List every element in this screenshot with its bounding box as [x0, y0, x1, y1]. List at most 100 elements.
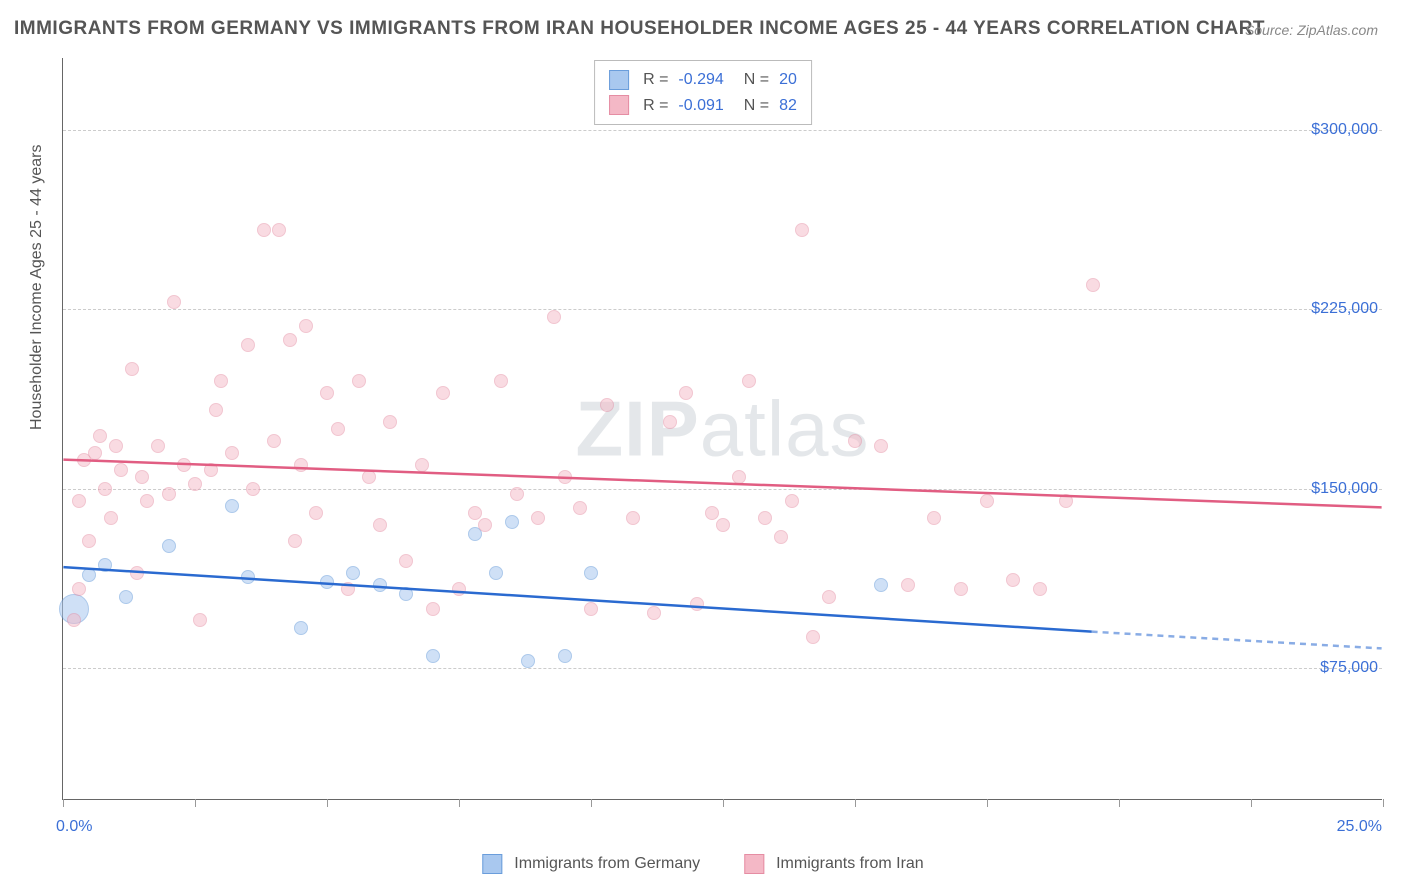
- x-tick: [591, 799, 592, 807]
- x-tick: [1251, 799, 1252, 807]
- data-point-iran: [130, 566, 144, 580]
- data-point-iran: [98, 482, 112, 496]
- data-point-iran: [299, 319, 313, 333]
- trend-line-germany: [63, 567, 1091, 632]
- y-axis-title: Householder Income Ages 25 - 44 years: [28, 145, 46, 431]
- data-point-iran: [225, 446, 239, 460]
- n-value-iran: 82: [779, 93, 797, 119]
- data-point-iran: [72, 494, 86, 508]
- swatch-germany-icon: [482, 854, 502, 874]
- data-point-iran: [494, 374, 508, 388]
- r-value-iran: -0.091: [678, 93, 723, 119]
- series-legend: Immigrants from Germany Immigrants from …: [482, 854, 923, 874]
- data-point-iran: [257, 223, 271, 237]
- chart-title: IMMIGRANTS FROM GERMANY VS IMMIGRANTS FR…: [14, 18, 1265, 40]
- watermark: ZIPatlas: [575, 383, 869, 474]
- n-label: N =: [744, 93, 769, 119]
- legend-row-germany: R = -0.294 N = 20: [609, 67, 797, 93]
- data-point-iran: [294, 458, 308, 472]
- data-point-iran: [1059, 494, 1073, 508]
- data-point-iran: [663, 415, 677, 429]
- data-point-iran: [774, 530, 788, 544]
- n-label: N =: [744, 67, 769, 93]
- data-point-germany: [505, 515, 519, 529]
- data-point-iran: [72, 582, 86, 596]
- data-point-iran: [874, 439, 888, 453]
- watermark-light: atlas: [700, 384, 870, 472]
- data-point-germany: [426, 649, 440, 663]
- data-point-iran: [267, 434, 281, 448]
- trend-line-ext-germany: [1092, 632, 1382, 649]
- data-point-germany: [162, 539, 176, 553]
- x-tick: [987, 799, 988, 807]
- x-tick: [195, 799, 196, 807]
- data-point-iran: [204, 463, 218, 477]
- data-point-iran: [468, 506, 482, 520]
- data-point-iran: [1086, 278, 1100, 292]
- data-point-iran: [283, 333, 297, 347]
- data-point-iran: [341, 582, 355, 596]
- x-tick: [327, 799, 328, 807]
- plot-area: ZIPatlas: [62, 58, 1382, 800]
- data-point-iran: [109, 439, 123, 453]
- legend-row-iran: R = -0.091 N = 82: [609, 93, 797, 119]
- data-point-iran: [573, 501, 587, 515]
- data-point-iran: [848, 434, 862, 448]
- data-point-iran: [93, 429, 107, 443]
- swatch-iran-icon: [744, 854, 764, 874]
- y-tick-label: $225,000: [1311, 300, 1378, 318]
- x-tick: [855, 799, 856, 807]
- data-point-iran: [352, 374, 366, 388]
- x-tick: [1119, 799, 1120, 807]
- data-point-iran: [690, 597, 704, 611]
- data-point-iran: [399, 554, 413, 568]
- y-tick-label: $75,000: [1320, 659, 1378, 677]
- r-value-germany: -0.294: [678, 67, 723, 93]
- data-point-iran: [716, 518, 730, 532]
- data-point-iran: [246, 482, 260, 496]
- x-min-label: 0.0%: [56, 818, 92, 836]
- data-point-iran: [214, 374, 228, 388]
- data-point-iran: [177, 458, 191, 472]
- data-point-iran: [320, 386, 334, 400]
- data-point-iran: [426, 602, 440, 616]
- data-point-iran: [531, 511, 545, 525]
- data-point-iran: [88, 446, 102, 460]
- data-point-iran: [383, 415, 397, 429]
- data-point-germany: [241, 570, 255, 584]
- data-point-iran: [647, 606, 661, 620]
- data-point-iran: [167, 295, 181, 309]
- swatch-germany: [609, 70, 629, 90]
- data-point-germany: [489, 566, 503, 580]
- data-point-iran: [584, 602, 598, 616]
- data-point-iran: [114, 463, 128, 477]
- source-label: Source: ZipAtlas.com: [1245, 22, 1378, 38]
- data-point-iran: [806, 630, 820, 644]
- data-point-germany: [320, 575, 334, 589]
- x-tick: [1383, 799, 1384, 807]
- data-point-germany: [874, 578, 888, 592]
- data-point-iran: [104, 511, 118, 525]
- gridline-h: [63, 489, 1382, 490]
- data-point-iran: [436, 386, 450, 400]
- legend-item-germany: Immigrants from Germany: [482, 854, 700, 874]
- data-point-iran: [478, 518, 492, 532]
- data-point-germany: [98, 558, 112, 572]
- data-point-iran: [331, 422, 345, 436]
- data-point-germany: [225, 499, 239, 513]
- data-point-iran: [162, 487, 176, 501]
- r-label: R =: [643, 67, 668, 93]
- n-value-germany: 20: [779, 67, 797, 93]
- data-point-germany: [558, 649, 572, 663]
- correlation-legend: R = -0.294 N = 20 R = -0.091 N = 82: [594, 60, 812, 125]
- data-point-iran: [679, 386, 693, 400]
- gridline-h: [63, 309, 1382, 310]
- data-point-iran: [980, 494, 994, 508]
- data-point-iran: [954, 582, 968, 596]
- data-point-iran: [1006, 573, 1020, 587]
- data-point-iran: [758, 511, 772, 525]
- data-point-iran: [927, 511, 941, 525]
- data-point-iran: [1033, 582, 1047, 596]
- x-tick: [723, 799, 724, 807]
- data-point-iran: [193, 613, 207, 627]
